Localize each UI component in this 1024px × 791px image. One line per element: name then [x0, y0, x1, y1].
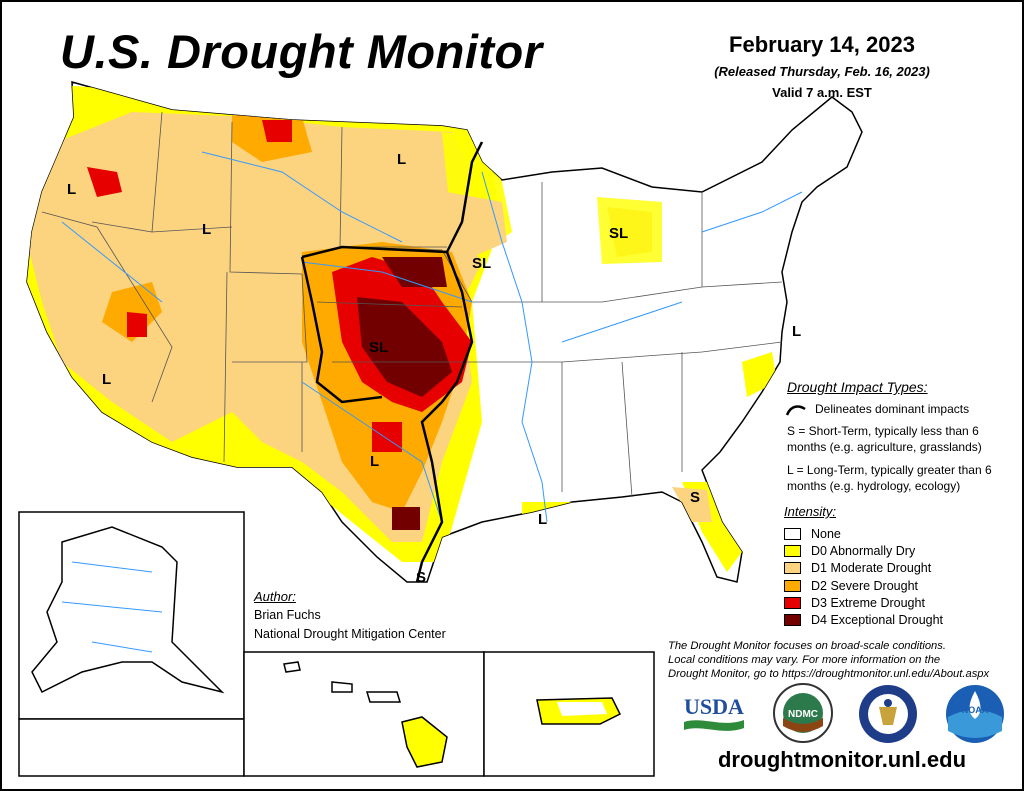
intensity-legend: None D0 Abnormally Dry D1 Moderate Droug…	[784, 525, 943, 629]
label-sl-iowa: SL	[472, 255, 491, 272]
website-url[interactable]: droughtmonitor.unl.edu	[717, 747, 967, 772]
d3-area-oregon	[87, 167, 122, 197]
label-l-oregon: L	[67, 181, 76, 198]
impact-line-legend: Delineates dominant impacts	[785, 402, 969, 417]
legend-swatch	[784, 527, 801, 540]
legend-swatch	[784, 614, 801, 627]
d3-area-nevada	[127, 312, 147, 337]
map-date: February 14, 2023	[729, 32, 915, 57]
legend-swatch	[784, 596, 801, 609]
legend-row-d3: D3 Extreme Drought	[784, 594, 943, 611]
intensity-heading: Intensity:	[784, 504, 837, 519]
legend-swatch	[784, 562, 801, 575]
label-l-dakota: L	[397, 151, 406, 168]
impact-long-term: L = Long-Term, typically greater than 6 …	[787, 463, 992, 493]
legend-row-d4: D4 Exceptional Drought	[784, 611, 943, 628]
d4-area-texas	[392, 507, 420, 530]
noaa-logo-mark: NOAA	[946, 685, 1004, 743]
legend-label: D1 Moderate Drought	[811, 561, 932, 576]
noaa-text: NOAA	[962, 705, 989, 715]
impact-types-heading: Drought Impact Types:	[787, 379, 928, 395]
impact-lines	[300, 141, 484, 583]
usda-logo-mark: USDA	[684, 694, 744, 731]
page-title: U.S. Drought Monitor	[60, 25, 543, 78]
hawaii-inset	[243, 651, 485, 777]
d3-area-montana	[262, 120, 292, 142]
commerce-seal-icon	[859, 685, 917, 743]
legend-swatch	[784, 579, 801, 592]
label-l-idaho: L	[202, 221, 211, 238]
label-sl-plains: SL	[369, 339, 388, 356]
d4-area-nebraska	[382, 257, 447, 287]
label-l-texas: L	[370, 453, 379, 470]
alaska-inset	[18, 511, 245, 777]
d3-area-texas	[372, 422, 402, 452]
legend-swatch	[784, 544, 801, 557]
impact-short-term: S = Short-Term, typically less than 6 mo…	[787, 424, 982, 454]
d0-area-michigan	[597, 197, 662, 264]
note-line: Local conditions may vary. For more info…	[668, 653, 941, 666]
ndmc-logo: NDMC	[772, 682, 834, 749]
author-org: National Drought Mitigation Center	[254, 627, 446, 641]
label-l-louisiana: L	[538, 511, 547, 528]
legend-row-none: None	[784, 525, 943, 542]
puerto-rico-inset	[483, 651, 655, 777]
valid-time: Valid 7 a.m. EST	[772, 85, 872, 100]
legend-row-d2: D2 Severe Drought	[784, 577, 943, 594]
usda-logo: USDA	[682, 692, 746, 741]
legend-label: D3 Extreme Drought	[811, 595, 925, 610]
legend-label: D4 Exceptional Drought	[811, 613, 944, 628]
usda-text: USDA	[684, 694, 744, 719]
label-l-virginia: L	[792, 323, 801, 340]
release-date: (Released Thursday, Feb. 16, 2023)	[714, 64, 930, 79]
label-l-california: L	[102, 371, 111, 388]
ndmc-logo-mark: NDMC	[773, 683, 833, 743]
d4-area-kansas	[357, 297, 452, 397]
d0-area-louisiana	[522, 502, 577, 527]
ndmc-text: NDMC	[788, 709, 818, 720]
legend-label: D2 Severe Drought	[811, 578, 919, 593]
author-name: Brian Fuchs	[254, 608, 321, 622]
commerce-logo	[857, 683, 919, 750]
impact-line-icon	[785, 405, 806, 416]
legend-label: None	[811, 526, 841, 541]
label-s-texas-coast: S	[416, 569, 426, 586]
author-heading: Author:	[254, 589, 296, 604]
d1-area-florida	[672, 487, 712, 522]
legend-label: D0 Abnormally Dry	[811, 543, 916, 558]
note-line: The Drought Monitor focuses on broad-sca…	[668, 640, 946, 652]
drought-shading	[27, 82, 777, 572]
note-line: Drought Monitor, go to https://droughtmo…	[668, 667, 990, 680]
impact-line-label: Delineates dominant impacts	[815, 402, 970, 416]
rivers	[61, 151, 803, 523]
noaa-logo: NOAA	[944, 683, 1006, 750]
disclaimer-note: The Drought Monitor focuses on broad-sca…	[668, 640, 1018, 681]
legend-row-d0: D0 Abnormally Dry	[784, 542, 943, 559]
legend-row-d1: D1 Moderate Drought	[784, 560, 943, 577]
label-s-georgia: S	[690, 489, 700, 506]
label-sl-michigan: SL	[609, 225, 628, 242]
